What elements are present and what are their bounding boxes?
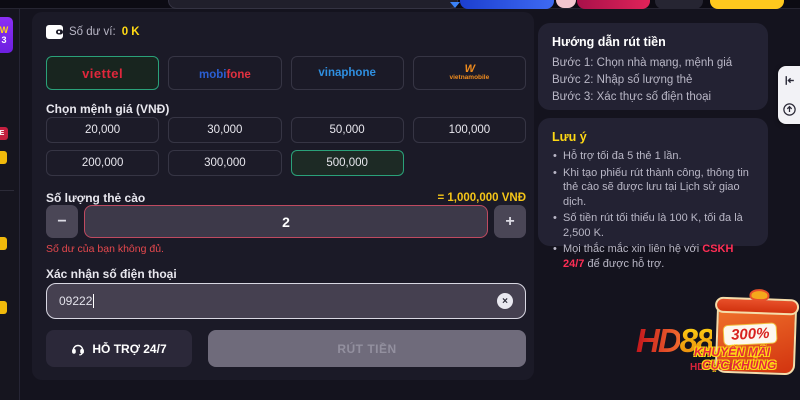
quantity-label: Số lượng thẻ cào	[46, 191, 146, 205]
sidebar-coin-icon[interactable]	[0, 237, 7, 250]
collapse-panel-icon[interactable]	[780, 70, 798, 92]
network-viettel[interactable]: viettel	[46, 56, 160, 90]
sidebar-divider	[0, 190, 14, 191]
gift-bow-icon	[749, 288, 770, 302]
withdraw-card: Số dư ví: 0 K viettel mobifone vinaphone…	[32, 12, 534, 380]
quantity-total: = 1,000,000 VNĐ	[437, 192, 526, 204]
denomination-100000[interactable]: 100,000	[412, 117, 526, 143]
sidebar-logo-letter: W	[0, 25, 9, 35]
network-mobifone[interactable]: mobifone	[168, 56, 282, 90]
viettel-logo: viettel	[82, 65, 124, 81]
wallet-icon	[46, 25, 63, 39]
sidebar-coin-icon[interactable]	[0, 301, 7, 314]
network-vietnamobile[interactable]: W vietnamobile	[412, 56, 526, 90]
quantity-stepper: − 2 +	[46, 205, 526, 238]
notes-list: Hỗ trợ tối đa 5 thẻ 1 lần. Khi tạo phiếu…	[552, 149, 754, 271]
note-item-2: Khi tạo phiếu rút thành công, thông tin …	[552, 166, 754, 210]
promo-line-1: KHUYẾN MÃI	[694, 345, 771, 359]
action-buttons: HỖ TRỢ 24/7 RÚT TIỀN	[46, 330, 526, 367]
note-item-1: Hỗ trợ tối đa 5 thẻ 1 lần.	[552, 149, 754, 164]
wallet-label: Số dư ví:	[69, 26, 116, 38]
phone-label: Xác nhận số điện thoại	[46, 267, 177, 281]
guide-step-2: Bước 2: Nhập số lượng thẻ	[552, 74, 693, 86]
guide-step-3: Bước 3: Xác thực số điện thoại	[552, 91, 712, 103]
wallet-value: 0 K	[121, 26, 140, 38]
promo-sticker: 300% HD88 KHUYẾN MÃI HD88.SITE CỰC KHỦNG	[636, 288, 800, 396]
quantity-header: Số lượng thẻ cào = 1,000,000 VNĐ	[46, 191, 526, 205]
balance-error-text: Số dư của bạn không đủ.	[46, 243, 164, 255]
phone-input[interactable]: 09222 ×	[46, 283, 526, 319]
sidebar-logo-badge[interactable]: W 3	[0, 17, 13, 53]
scroll-to-top-icon[interactable]	[780, 99, 798, 121]
search-input[interactable]	[168, 0, 458, 9]
guide-title: Hướng dẫn rút tiền	[552, 35, 666, 49]
denomination-200000[interactable]: 200,000	[46, 150, 160, 176]
left-sidebar: W 3 E	[0, 9, 20, 400]
guide-step-1: Bước 1: Chọn nhà mạng, mệnh giá	[552, 57, 733, 69]
withdraw-guide-card: Hướng dẫn rút tiền Bước 1: Chọn nhà mạng…	[538, 23, 768, 110]
denomination-50000[interactable]: 50,000	[290, 117, 404, 143]
vietnamobile-logo-text: vietnamobile	[449, 74, 490, 81]
note-item-4: Mọi thắc mắc xin liên hệ với CSKH 24/7 đ…	[552, 242, 754, 271]
notes-card: Lưu ý Hỗ trợ tối đa 5 thẻ 1 lần. Khi tạo…	[538, 118, 768, 270]
clear-input-icon[interactable]: ×	[497, 293, 513, 309]
gift-lid	[714, 296, 800, 316]
denomination-20000[interactable]: 20,000	[46, 117, 160, 143]
quantity-plus-button[interactable]: +	[494, 205, 526, 238]
denomination-label: Chọn mệnh giá (VNĐ)	[46, 102, 170, 116]
hd88-site-text: HD88.SITE	[690, 362, 741, 373]
deposit-button[interactable]	[460, 0, 554, 9]
edge-toolbar	[778, 66, 800, 124]
promo-line-2: CỰC KHỦNG	[702, 358, 777, 372]
wallet-balance: Số dư ví: 0 K	[46, 25, 140, 39]
mobifone-logo: mobifone	[198, 68, 251, 81]
headset-icon	[72, 344, 85, 355]
text-caret	[93, 294, 95, 308]
quantity-minus-button[interactable]: −	[46, 205, 78, 238]
sidebar-coin-icon[interactable]	[0, 151, 7, 164]
denomination-grid: 20,000 30,000 50,000 100,000 200,000 300…	[46, 117, 526, 176]
promo-percent-badge: 300%	[722, 322, 778, 347]
register-button[interactable]	[710, 0, 784, 9]
denomination-300000[interactable]: 300,000	[168, 150, 282, 176]
cskh-link[interactable]: CSKH 24/7	[563, 243, 734, 270]
sidebar-logo-number: 3	[1, 35, 7, 45]
sidebar-live-badge[interactable]: E	[0, 127, 8, 140]
gift-box-icon: 300%	[714, 288, 800, 376]
denomination-500000[interactable]: 500,000	[290, 150, 404, 176]
notes-title: Lưu ý	[552, 130, 587, 144]
support-button[interactable]: HỖ TRỢ 24/7	[46, 330, 192, 367]
top-header-sliver	[0, 0, 800, 9]
support-button-label: HỖ TRỢ 24/7	[92, 341, 167, 356]
guide-steps: Bước 1: Chọn nhà mạng, mệnh giá Bước 2: …	[552, 55, 754, 106]
vinaphone-logo: vinaphone	[318, 67, 376, 79]
promo-glove-icon	[556, 0, 576, 8]
network-vinaphone[interactable]: vinaphone	[290, 56, 404, 90]
header-dark-button[interactable]	[655, 0, 703, 9]
quantity-input[interactable]: 2	[84, 205, 488, 238]
network-selector: viettel mobifone vinaphone W vietnamobil…	[46, 56, 526, 90]
denomination-30000[interactable]: 30,000	[168, 117, 282, 143]
phone-value: 09222	[59, 294, 93, 308]
hd88-logo: HD88	[636, 322, 714, 359]
dropdown-caret-icon	[450, 2, 460, 8]
note-item-3: Số tiền rút tối thiểu là 100 K, tối đa l…	[552, 211, 754, 240]
withdraw-button[interactable]: RÚT TIỀN	[208, 330, 526, 367]
withdraw-header-button[interactable]	[577, 0, 650, 9]
vietnamobile-logo-icon: W	[464, 63, 475, 75]
